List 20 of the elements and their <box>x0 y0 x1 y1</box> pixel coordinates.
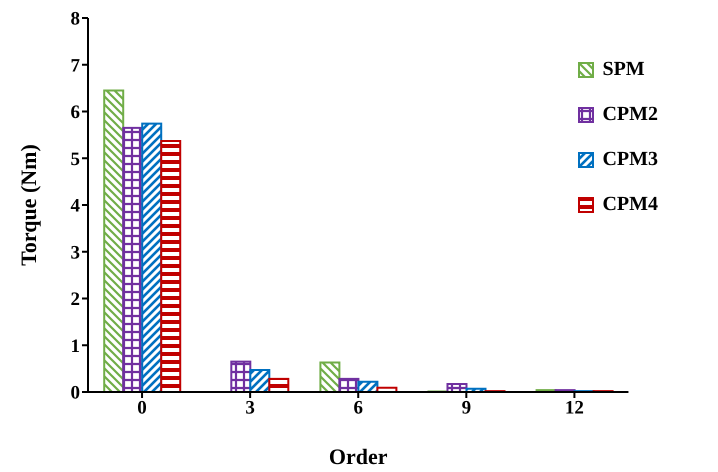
legend-label: CPM4 <box>602 193 658 216</box>
y-tick-label: 3 <box>70 242 80 264</box>
x-tick-label: 9 <box>462 397 472 418</box>
x-tick-label: 3 <box>245 397 255 418</box>
y-tick-label: 7 <box>70 55 80 76</box>
y-axis-title: Torque (Nm) <box>16 144 41 266</box>
y-tick-label: 4 <box>70 196 80 217</box>
y-tick-label: 2 <box>70 289 80 310</box>
legend-label: CPM3 <box>602 148 658 171</box>
x-tick-label: 0 <box>137 397 147 418</box>
y-tick-label: 5 <box>70 148 80 170</box>
y-tick-label: 8 <box>70 8 80 30</box>
legend-label: SPM <box>602 58 645 81</box>
y-tick-label: 6 <box>70 102 80 124</box>
x-tick-label: 12 <box>564 397 584 418</box>
y-tick-label: 0 <box>70 382 80 404</box>
x-tick-label: 6 <box>353 397 363 418</box>
y-tick-label: 1 <box>70 336 80 357</box>
x-axis-title: Order <box>328 444 388 469</box>
legend-label: CPM2 <box>602 103 658 126</box>
